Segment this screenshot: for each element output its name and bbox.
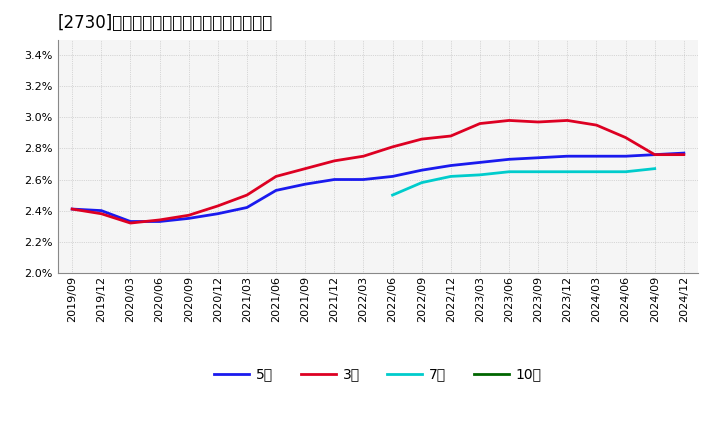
5年 <box>213 211 222 216</box>
Line: 3年: 3年 <box>72 121 684 223</box>
5年 <box>126 219 135 224</box>
7年 <box>621 169 630 174</box>
3年 <box>680 152 688 157</box>
3年 <box>126 220 135 226</box>
3年 <box>476 121 485 126</box>
3年 <box>563 118 572 123</box>
Line: 5年: 5年 <box>72 153 684 221</box>
Line: 7年: 7年 <box>392 169 654 195</box>
5年 <box>97 208 106 213</box>
Legend: 5年, 3年, 7年, 10年: 5年, 3年, 7年, 10年 <box>209 362 547 387</box>
7年 <box>446 174 455 179</box>
5年 <box>650 152 659 157</box>
3年 <box>534 119 543 125</box>
5年 <box>418 168 426 173</box>
7年 <box>418 180 426 185</box>
5年 <box>505 157 513 162</box>
5年 <box>184 216 193 221</box>
Text: [2730]　経常利益マージンの平均値の推移: [2730] 経常利益マージンの平均値の推移 <box>58 15 273 33</box>
3年 <box>621 135 630 140</box>
3年 <box>184 213 193 218</box>
3年 <box>359 154 368 159</box>
5年 <box>243 205 251 210</box>
5年 <box>592 154 600 159</box>
7年 <box>592 169 600 174</box>
5年 <box>156 219 164 224</box>
7年 <box>534 169 543 174</box>
5年 <box>621 154 630 159</box>
3年 <box>388 144 397 150</box>
3年 <box>650 152 659 157</box>
5年 <box>680 150 688 156</box>
3年 <box>418 136 426 142</box>
5年 <box>330 177 338 182</box>
3年 <box>97 211 106 216</box>
3年 <box>243 192 251 198</box>
7年 <box>476 172 485 177</box>
7年 <box>563 169 572 174</box>
3年 <box>301 166 310 171</box>
3年 <box>271 174 280 179</box>
5年 <box>476 160 485 165</box>
5年 <box>388 174 397 179</box>
7年 <box>388 192 397 198</box>
5年 <box>301 182 310 187</box>
5年 <box>271 188 280 193</box>
7年 <box>650 166 659 171</box>
3年 <box>213 203 222 209</box>
5年 <box>446 163 455 168</box>
5年 <box>563 154 572 159</box>
3年 <box>68 206 76 212</box>
5年 <box>359 177 368 182</box>
3年 <box>446 133 455 139</box>
3年 <box>156 217 164 223</box>
3年 <box>505 118 513 123</box>
5年 <box>68 206 76 212</box>
3年 <box>330 158 338 164</box>
3年 <box>592 122 600 128</box>
7年 <box>505 169 513 174</box>
5年 <box>534 155 543 161</box>
